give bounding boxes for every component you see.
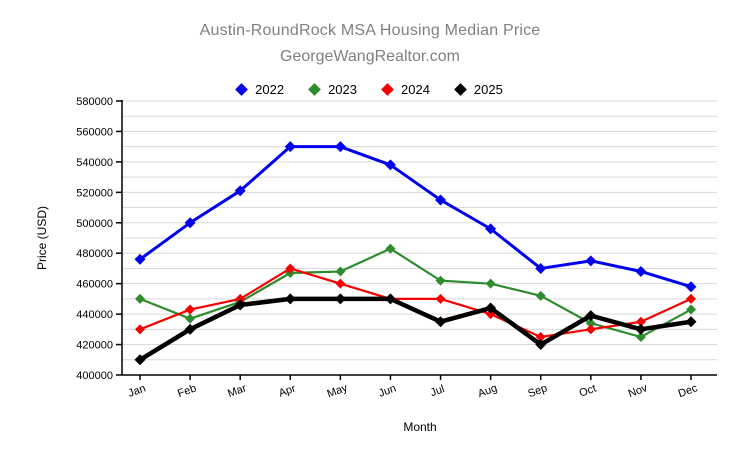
- x-tick-label: Nov: [627, 382, 650, 400]
- legend-label-2025: 2025: [473, 82, 503, 97]
- data-point-2022-Dec: [685, 281, 697, 293]
- series-line-2023: [138, 247, 693, 339]
- data-point-2022-Feb: [184, 217, 196, 229]
- data-point-2022-Jul: [435, 194, 447, 206]
- data-point-2025-Sep: [535, 339, 547, 351]
- x-tick-label: Aug: [476, 382, 499, 400]
- x-tick-label: Mar: [226, 382, 248, 400]
- data-point-2025-Jan: [134, 354, 146, 366]
- y-tick-label: 480000: [76, 248, 113, 260]
- chart-title: Austin-RoundRock MSA Housing Median Pric…: [199, 22, 541, 39]
- x-axis-title: Month: [403, 420, 437, 434]
- data-point-2024-Jan: [135, 324, 145, 335]
- data-point-2025-Oct: [585, 310, 597, 322]
- series-line-2025: [137, 296, 694, 363]
- legend-label-2023: 2023: [328, 82, 357, 97]
- data-point-2023-Feb: [185, 313, 196, 324]
- data-point-2024-Dec: [686, 293, 696, 304]
- data-point-2023-Sep: [535, 290, 546, 301]
- data-point-2025-Nov: [635, 323, 647, 335]
- x-tick-label: Jul: [429, 383, 446, 399]
- data-point-2024-Feb: [185, 304, 196, 315]
- data-point-2022-May: [334, 141, 346, 153]
- y-tick-label: 580000: [76, 96, 113, 108]
- data-point-2024-Mar: [235, 293, 246, 304]
- data-point-2023-Jan: [135, 293, 145, 304]
- y-tick-label: 420000: [76, 340, 113, 352]
- x-tick-label: Jun: [377, 383, 398, 400]
- data-point-2022-Nov: [635, 265, 647, 277]
- x-tick-label: Sep: [526, 382, 549, 400]
- data-point-2022-Oct: [585, 255, 597, 267]
- legend-item-2025: 2025: [454, 82, 503, 97]
- data-point-2023-Jun: [385, 243, 396, 254]
- x-tick-label: Feb: [176, 382, 198, 400]
- data-point-2025-May: [334, 293, 346, 305]
- data-point-2024-Sep: [535, 331, 546, 342]
- x-tick-label: Jan: [127, 383, 148, 400]
- legend-item-2022: 2022: [235, 82, 285, 97]
- data-point-2023-Dec: [686, 304, 696, 315]
- x-tick-label: Dec: [677, 382, 700, 400]
- y-tick-label: 520000: [76, 187, 113, 199]
- series-line-2022: [138, 145, 693, 289]
- data-point-2023-Jul: [435, 275, 446, 286]
- data-point-2024-Oct: [585, 324, 596, 335]
- data-point-2022-Sep: [535, 262, 547, 274]
- data-point-2024-Apr: [285, 263, 296, 274]
- legend-label-2022: 2022: [255, 82, 285, 97]
- series-line-2024: [138, 267, 693, 339]
- data-point-2023-Aug: [485, 278, 496, 289]
- legend-item-2023: 2023: [308, 82, 357, 97]
- y-tick-label: 500000: [76, 218, 113, 230]
- data-point-2025-Aug: [485, 302, 497, 314]
- data-point-2025-Feb: [184, 323, 196, 335]
- chart-legend: 2022 2023 2024 2025: [0, 82, 740, 97]
- x-tick-label: Oct: [578, 383, 598, 400]
- data-point-2022-Mar: [234, 185, 246, 197]
- data-point-2025-Jul: [435, 316, 447, 328]
- data-point-2022-Jan: [134, 253, 146, 265]
- legend-item-2024: 2024: [381, 82, 430, 97]
- data-point-2025-Dec: [685, 316, 697, 328]
- data-point-2023-Oct: [585, 318, 596, 329]
- x-tick-label: Apr: [277, 383, 298, 400]
- data-point-2024-May: [335, 278, 346, 289]
- y-tick-label: 460000: [76, 279, 113, 291]
- y-tick-label: 400000: [76, 370, 113, 382]
- data-point-2025-Jun: [384, 293, 396, 305]
- data-point-2022-Jun: [384, 159, 396, 171]
- y-tick-label: 540000: [76, 157, 113, 169]
- x-tick-label: May: [326, 382, 350, 401]
- y-tick-label: 440000: [76, 309, 113, 321]
- data-point-2025-Apr: [284, 293, 296, 305]
- legend-label-2024: 2024: [401, 82, 430, 97]
- data-point-2025-Mar: [234, 299, 246, 311]
- data-point-2022-Apr: [284, 141, 296, 153]
- data-point-2022-Aug: [485, 223, 497, 235]
- data-point-2023-May: [335, 266, 346, 277]
- data-point-2024-Nov: [635, 316, 646, 327]
- data-point-2023-Nov: [635, 331, 646, 342]
- chart-subtitle: GeorgeWangRealtor.com: [280, 48, 460, 65]
- data-point-2024-Jul: [435, 293, 446, 304]
- y-tick-label: 560000: [76, 126, 113, 138]
